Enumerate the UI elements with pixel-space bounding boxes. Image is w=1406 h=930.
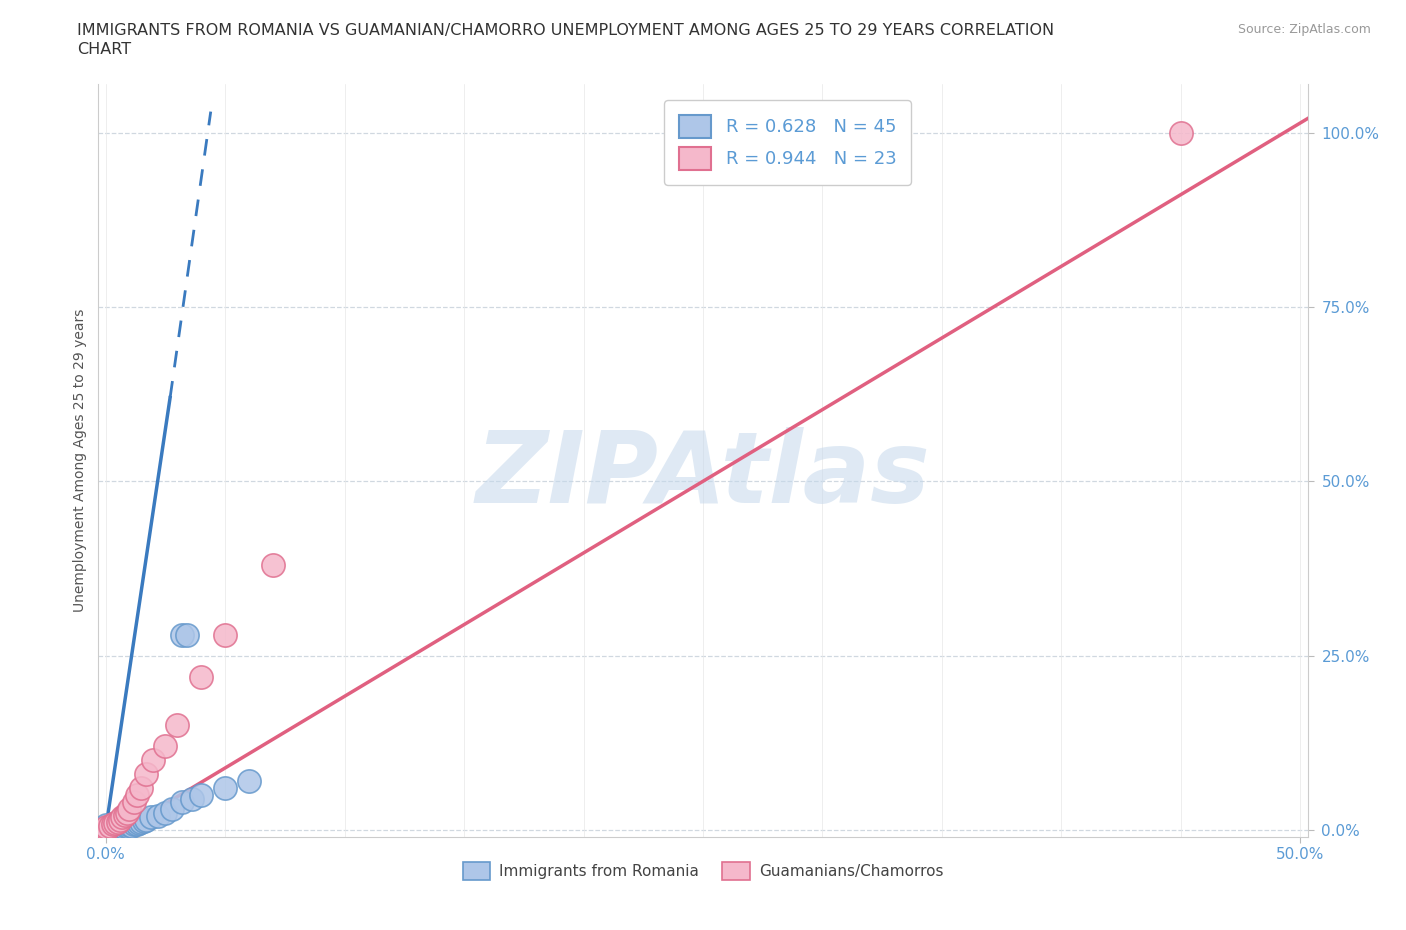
Point [108,820,131,835]
Point [142,753,165,768]
Point [162,802,184,817]
Text: CHART: CHART [77,42,131,57]
Point [101,820,124,835]
Point [114,820,136,835]
Point [125,817,148,831]
Text: ZIPAtlas: ZIPAtlas [475,427,931,524]
Point [107,820,129,835]
Point [170,794,193,809]
Point [121,818,143,833]
Text: Source: ZipAtlas.com: Source: ZipAtlas.com [1237,23,1371,36]
Legend: Immigrants from Romania, Guamanians/Chamorros: Immigrants from Romania, Guamanians/Cham… [457,856,949,886]
Point [155,805,177,820]
Point [118,819,141,834]
Point [190,788,212,803]
Point [98,818,121,833]
Point [176,628,198,643]
Point [132,814,155,829]
Point [166,718,188,733]
Point [94,823,117,838]
Point [108,812,131,827]
Point [104,823,127,838]
Point [94,823,117,838]
Point [155,738,177,753]
Point [94,823,117,838]
Point [238,774,260,789]
Point [98,821,121,836]
Point [94,821,117,836]
Point [131,781,153,796]
Point [94,823,117,838]
Point [1170,126,1192,140]
Point [180,791,202,806]
Point [262,557,284,572]
Point [125,788,148,803]
Point [131,815,153,830]
Point [146,809,169,824]
Point [111,810,134,825]
Point [111,819,134,834]
Point [115,820,138,835]
Point [107,815,129,830]
Point [94,817,117,832]
Y-axis label: Unemployment Among Ages 25 to 29 years: Unemployment Among Ages 25 to 29 years [73,309,87,612]
Point [111,821,134,836]
Point [104,816,127,830]
Point [94,820,117,835]
Point [94,820,117,835]
Point [104,821,127,836]
Point [122,794,145,809]
Point [115,805,138,820]
Point [118,802,141,817]
Point [114,807,136,822]
Point [214,628,236,643]
Point [214,781,236,796]
Point [170,628,193,643]
Point [94,819,117,834]
Point [98,823,121,838]
Point [107,823,129,838]
Point [104,820,127,835]
Point [94,823,117,838]
Point [128,816,150,830]
Point [135,812,157,827]
Point [135,766,157,781]
Text: IMMIGRANTS FROM ROMANIA VS GUAMANIAN/CHAMORRO UNEMPLOYMENT AMONG AGES 25 TO 29 Y: IMMIGRANTS FROM ROMANIA VS GUAMANIAN/CHA… [77,23,1054,38]
Point [94,823,117,838]
Point [101,823,124,838]
Point [122,817,145,832]
Point [139,810,162,825]
Point [101,817,124,832]
Point [94,821,117,836]
Point [94,823,117,838]
Point [118,817,141,832]
Point [108,823,131,838]
Point [190,670,212,684]
